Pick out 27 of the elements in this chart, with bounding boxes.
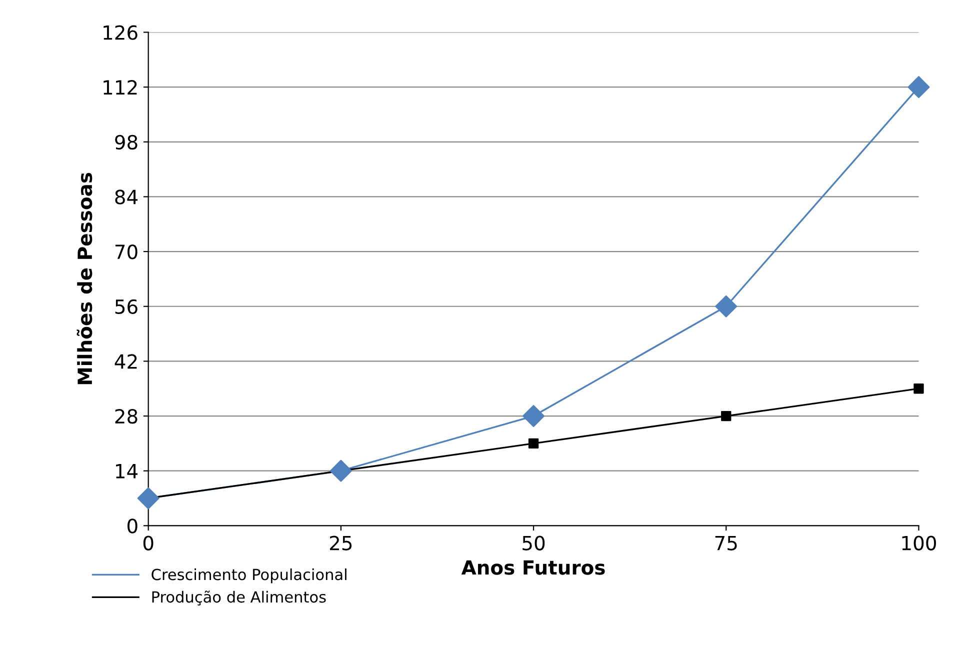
point	[137, 487, 160, 510]
x-tick-label: 50	[522, 536, 545, 550]
x-tick-label: 75	[715, 536, 737, 550]
y-tick-label: 126	[104, 25, 138, 40]
point	[528, 438, 539, 449]
x-axis-title: Anos Futuros	[461, 560, 605, 575]
y-tick-label: 28	[115, 408, 138, 424]
y-tick-label: 0	[128, 518, 138, 534]
point	[908, 76, 930, 98]
point	[721, 410, 732, 422]
point	[522, 405, 545, 428]
y-tick-label: 98	[115, 134, 138, 150]
y-axis-title: Milhões de Pessoas	[76, 172, 92, 384]
point	[330, 460, 352, 482]
y-tick-label: 14	[116, 464, 138, 478]
legend-label: Crescimento Populacional	[152, 568, 346, 584]
point	[715, 295, 738, 318]
x-tick-label: 25	[330, 536, 352, 550]
y-tick-label: 56	[115, 299, 138, 314]
y-tick-label: 84	[115, 190, 138, 204]
y-tick-label: 42	[114, 354, 137, 369]
x-tick-label: 100	[902, 536, 936, 550]
y-tick-label: 112	[104, 80, 137, 94]
point	[914, 384, 924, 394]
y-tick-label: 70	[115, 244, 138, 260]
x-tick-label: 0	[143, 536, 154, 550]
legend-label: Produção de Alimentos	[152, 590, 326, 606]
